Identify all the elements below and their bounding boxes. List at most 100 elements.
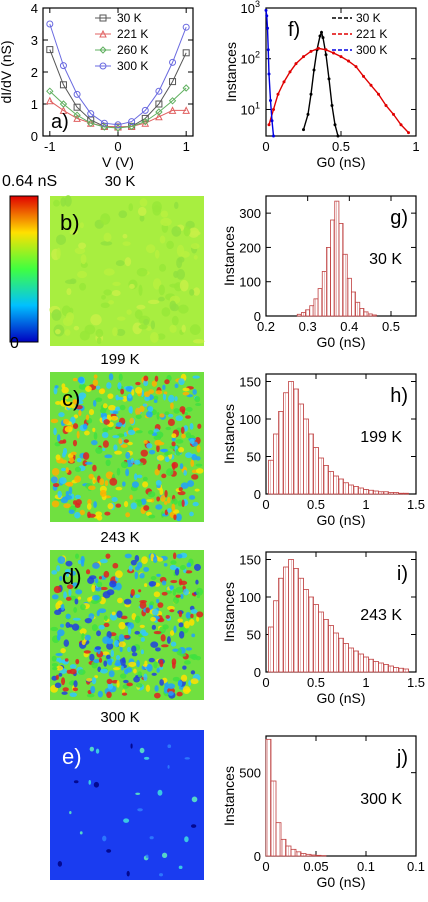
heatmap-speckle: [151, 380, 158, 387]
heatmap-speckle: [177, 490, 186, 496]
heatmap-speckle: [170, 641, 177, 647]
heatmap-speckle: [188, 227, 200, 238]
heatmap-speckle: [127, 441, 133, 446]
histogram-bar: [353, 486, 359, 495]
heatmap-speckle: [180, 426, 185, 435]
heatmap-speckle: [64, 279, 76, 285]
heatmap-speckle: [98, 608, 107, 614]
bars: [296, 200, 377, 317]
heatmap-speckle: [100, 241, 113, 246]
heatmap-speckle: [125, 451, 131, 459]
y-tick-label: 150: [239, 553, 261, 568]
histogram-bar: [323, 619, 329, 673]
heatmap-speckle: [157, 602, 164, 608]
data-point: [324, 53, 328, 57]
histogram-bar: [290, 848, 297, 857]
heatmap-speckle: [91, 440, 98, 446]
y-tick-label: 3: [31, 33, 38, 48]
heatmap-speckle: [178, 865, 183, 870]
heatmap-speckle: [127, 646, 131, 653]
data-point: [155, 108, 163, 116]
heatmap-speckle: [107, 503, 114, 510]
heatmap-speckle: [169, 585, 175, 590]
histogram-bar: [368, 489, 374, 495]
heatmap-speckle: [161, 852, 168, 859]
histogram-bar: [358, 653, 364, 673]
heatmap-speckle: [192, 501, 199, 507]
heatmap-speckle: [52, 666, 58, 671]
heatmap-speckle: [164, 411, 170, 416]
heatmap-speckle: [164, 456, 170, 463]
heatmap-speckle: [177, 680, 183, 687]
heatmap-speckle: [134, 473, 138, 481]
heatmap-speckle: [103, 570, 110, 578]
data-point: [306, 112, 310, 116]
heatmap-speckle: [70, 416, 76, 424]
heatmap-speckle: [94, 578, 99, 584]
heatmap-speckle: [188, 618, 195, 626]
heatmap-speckle: [185, 415, 191, 419]
heatmap-speckle: [60, 623, 65, 628]
heatmap-speckle: [148, 657, 155, 663]
heatmap-speckle: [77, 270, 88, 279]
heatmap-speckle: [142, 481, 149, 488]
heatmap-speckle: [121, 657, 126, 663]
heatmap-speckle: [163, 563, 168, 567]
data-point: [377, 92, 380, 96]
heatmap-speckle: [166, 636, 171, 644]
heatmap-speckle: [139, 572, 145, 579]
y-tick-label: 300: [239, 206, 261, 221]
heatmap-speckle: [120, 461, 129, 469]
heatmap-speckle: [154, 439, 162, 446]
data-point: [302, 55, 305, 59]
heatmap-speckle: [115, 394, 119, 401]
heatmap-speckle: [55, 328, 61, 335]
temperature-label: 30 K: [369, 251, 402, 268]
heatmap-speckle: [93, 479, 97, 483]
heatmap-speckle: [66, 584, 74, 590]
data-point: [309, 92, 313, 96]
heatmap-speckle: [103, 615, 108, 622]
heatmap-speckle: [191, 633, 196, 638]
heatmap-speckle: [79, 509, 85, 516]
heatmap-speckle: [156, 667, 160, 673]
histogram-bar: [333, 475, 339, 495]
x-tick-label: 0: [262, 859, 269, 874]
heatmap-speckle: [85, 677, 93, 682]
heatmap-speckle: [159, 666, 164, 670]
histogram-bar: [300, 853, 307, 857]
heatmap-speckle: [116, 328, 126, 336]
heatmap-speckle: [69, 811, 72, 815]
heatmap-speckle: [105, 553, 111, 559]
heatmap-b: 30 K b): [49, 173, 205, 346]
heatmap-speckle: [111, 496, 118, 502]
heatmap-speckle: [143, 375, 149, 382]
y-tick-label: 0: [254, 309, 261, 324]
x-tick-label: 1.5: [407, 497, 425, 512]
data-point: [320, 30, 323, 34]
x-axis-label: G0 (nS): [316, 874, 365, 890]
data-point: [46, 96, 54, 105]
heatmap-speckle: [178, 304, 189, 314]
legend-label: 260 K: [117, 43, 148, 57]
data-point: [182, 23, 190, 31]
heatmap-speckle: [114, 406, 121, 412]
data-point: [317, 46, 320, 50]
heatmap-speckle: [177, 500, 183, 507]
heatmap-speckle: [153, 395, 159, 401]
heatmap-speckle: [153, 630, 162, 635]
data-point: [327, 77, 331, 81]
heatmap-speckle: [50, 626, 58, 632]
heatmap-speckle: [55, 674, 60, 680]
heatmap-speckle: [116, 316, 126, 321]
heatmap-speckle: [73, 325, 80, 331]
x-tick-label: 0.4: [340, 319, 358, 334]
y-tick-label: 0: [254, 665, 261, 680]
data-point: [269, 99, 272, 103]
heatmap-speckle: [124, 553, 132, 559]
data-point: [384, 103, 388, 107]
data-point: [99, 14, 107, 22]
heatmap-speckle: [133, 668, 137, 674]
heatmap-speckle: [77, 376, 85, 384]
x-axis-label: G0 (nS): [316, 154, 365, 170]
